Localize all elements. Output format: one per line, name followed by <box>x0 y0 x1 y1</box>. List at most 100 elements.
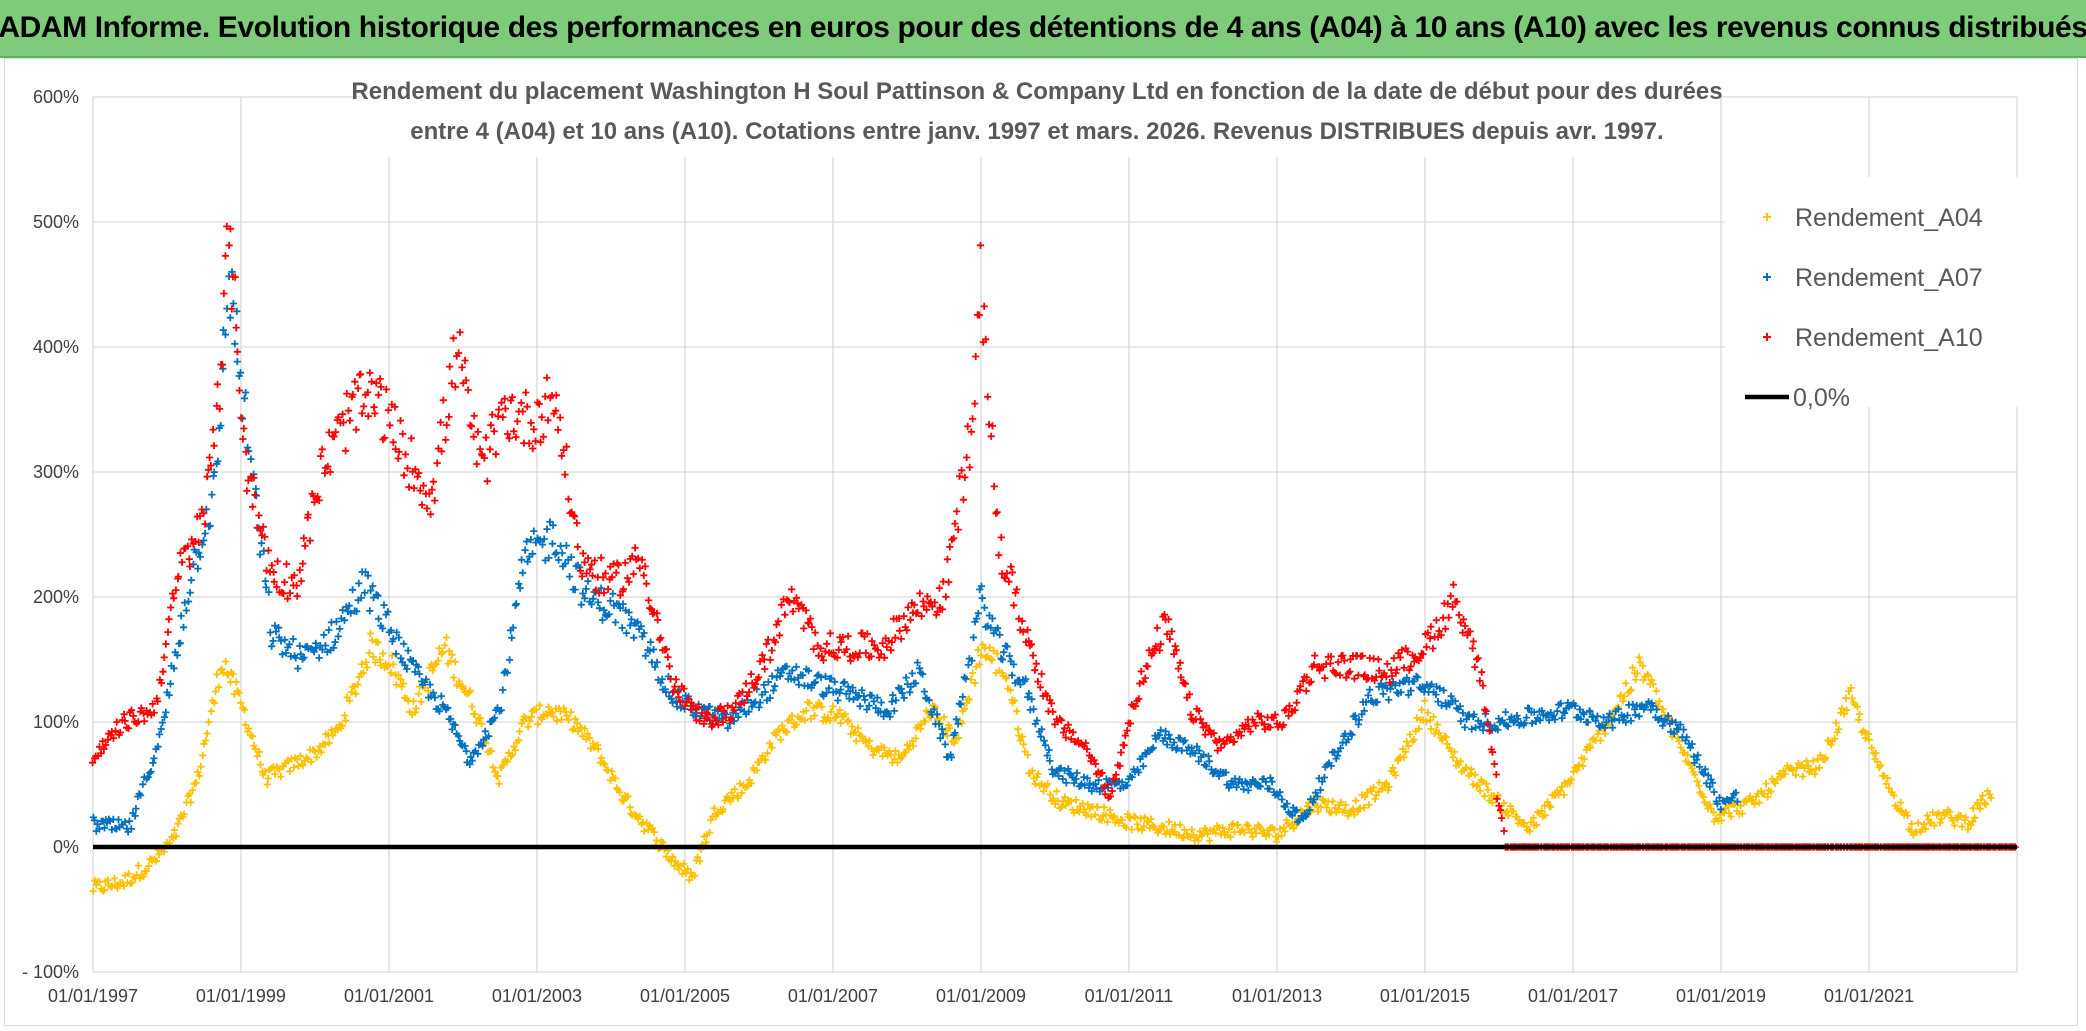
point-rendement-a07 <box>321 641 329 650</box>
point-rendement-a10 <box>1321 674 1329 682</box>
point-rendement-a07 <box>1593 712 1601 720</box>
point-rendement-a07 <box>1700 770 1708 778</box>
point-rendement-a07 <box>959 693 967 701</box>
point-rendement-a10 <box>1174 665 1182 673</box>
point-rendement-a07 <box>397 654 405 662</box>
point-rendement-a07 <box>1379 690 1387 698</box>
point-rendement-a07 <box>951 729 959 737</box>
point-rendement-a10 <box>203 473 211 481</box>
point-rendement-a07 <box>518 556 526 564</box>
point-rendement-a04 <box>805 699 814 707</box>
point-rendement-a04 <box>1061 793 1069 801</box>
point-rendement-a04 <box>1659 705 1667 713</box>
point-rendement-a04 <box>205 718 213 726</box>
point-rendement-a04 <box>264 774 272 783</box>
point-rendement-a04 <box>1474 781 1482 789</box>
point-rendement-a04 <box>1140 822 1148 830</box>
point-rendement-a10 <box>657 634 665 642</box>
point-rendement-a07 <box>1447 692 1455 700</box>
point-rendement-a04 <box>766 739 774 747</box>
point-rendement-a10 <box>995 551 1003 559</box>
chart-title-line-1: Rendement du placement Washington H Soul… <box>351 78 1722 105</box>
point-rendement-a07 <box>777 669 785 677</box>
point-rendement-a04 <box>1620 692 1628 700</box>
point-rendement-a07 <box>208 491 216 499</box>
y-tick-label: - 100% <box>22 962 79 982</box>
point-rendement-a04 <box>143 867 151 875</box>
point-rendement-a10 <box>240 424 248 433</box>
point-rendement-a10 <box>877 650 885 658</box>
point-rendement-a10 <box>616 591 624 599</box>
point-rendement-a04 <box>1181 826 1189 834</box>
point-rendement-a10 <box>1350 675 1358 683</box>
point-rendement-a10 <box>1029 651 1037 660</box>
point-rendement-a10 <box>988 422 997 430</box>
point-rendement-a04 <box>125 870 133 878</box>
point-rendement-a04 <box>545 703 553 711</box>
point-rendement-a04 <box>836 706 844 714</box>
point-rendement-a10 <box>975 311 983 319</box>
point-rendement-a07 <box>415 670 424 678</box>
point-rendement-a07 <box>630 634 638 642</box>
point-rendement-a10 <box>1210 729 1218 737</box>
point-rendement-a10 <box>270 578 278 586</box>
point-rendement-a07 <box>1459 709 1467 717</box>
point-rendement-a04 <box>775 725 783 733</box>
point-rendement-a07 <box>872 704 880 712</box>
point-rendement-a04 <box>172 832 180 840</box>
point-rendement-a07 <box>285 640 293 648</box>
point-rendement-a10 <box>334 413 342 421</box>
point-rendement-a04 <box>1049 795 1057 803</box>
point-rendement-a10 <box>1156 646 1164 654</box>
point-rendement-a07 <box>1514 715 1522 723</box>
point-rendement-a04 <box>1024 751 1032 759</box>
point-rendement-a10 <box>1332 670 1340 678</box>
point-rendement-a04 <box>549 713 558 721</box>
point-rendement-a04 <box>1131 813 1139 821</box>
point-rendement-a10 <box>176 549 184 557</box>
point-rendement-a10 <box>490 427 498 435</box>
point-rendement-a04 <box>1303 802 1311 810</box>
point-rendement-a07 <box>538 541 547 549</box>
point-rendement-a10 <box>1427 623 1435 631</box>
point-rendement-a04 <box>213 670 221 678</box>
page-banner-title: ADAM Informe. Evolution historique des p… <box>0 0 2086 58</box>
point-rendement-a07 <box>877 698 885 707</box>
point-rendement-a10 <box>833 654 841 662</box>
point-rendement-a04 <box>1337 798 1345 806</box>
point-rendement-a04 <box>1392 771 1400 779</box>
point-rendement-a07 <box>318 646 326 654</box>
point-rendement-a07 <box>1629 700 1637 708</box>
point-rendement-a07 <box>347 609 355 617</box>
point-rendement-a10 <box>1196 715 1205 723</box>
point-rendement-a10 <box>1469 637 1477 645</box>
point-rendement-a07 <box>1584 718 1592 726</box>
point-rendement-a04 <box>1424 709 1432 717</box>
point-rendement-a04 <box>1176 821 1184 829</box>
point-rendement-a10 <box>938 605 946 613</box>
point-rendement-a07 <box>651 663 659 671</box>
point-rendement-a04 <box>1586 744 1594 752</box>
point-rendement-a07 <box>562 542 570 550</box>
point-rendement-a07 <box>300 653 308 662</box>
point-rendement-a10 <box>862 649 870 657</box>
point-rendement-a10 <box>950 534 958 542</box>
point-rendement-a10 <box>614 561 623 569</box>
point-rendement-a10 <box>747 670 755 678</box>
point-rendement-a07 <box>996 631 1004 639</box>
point-rendement-a07 <box>653 658 661 666</box>
point-rendement-a10 <box>210 442 218 450</box>
point-rendement-a07 <box>701 705 709 713</box>
point-rendement-a07 <box>519 569 527 577</box>
point-rendement-a10 <box>972 352 980 361</box>
point-rendement-a10 <box>891 634 899 642</box>
x-tick-label: 01/01/2019 <box>1676 986 1766 1006</box>
point-rendement-a04 <box>222 657 230 666</box>
point-rendement-a10 <box>512 433 520 441</box>
point-rendement-a07 <box>481 727 489 735</box>
point-rendement-a10 <box>1217 744 1225 752</box>
point-rendement-a07 <box>1558 714 1566 722</box>
point-rendement-a04 <box>1226 833 1235 841</box>
point-rendement-a04 <box>1558 783 1566 791</box>
point-rendement-a07 <box>892 696 900 704</box>
